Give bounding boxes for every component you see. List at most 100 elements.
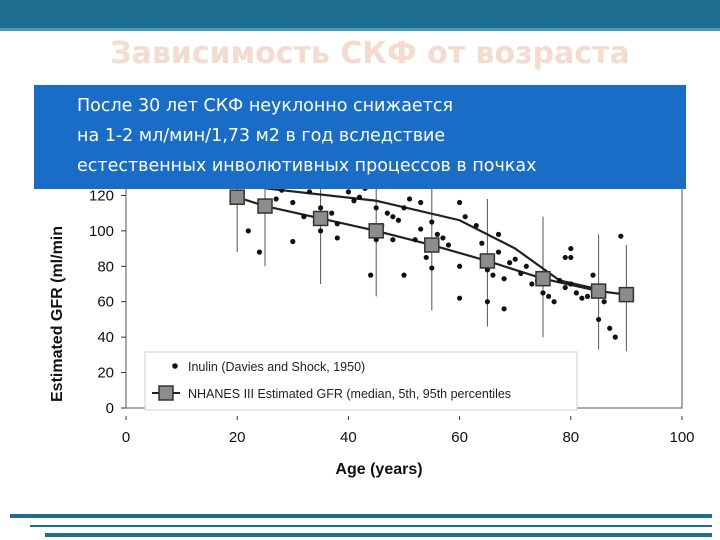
inulin-point [568, 254, 574, 261]
nhanes-median-marker [535, 270, 551, 287]
inulin-point [579, 295, 585, 301]
nhanes-median-marker [312, 210, 329, 227]
inulin-point [618, 233, 624, 239]
bottom-rule-2 [30, 525, 712, 527]
inulin-point [334, 221, 340, 227]
inulin-point [568, 245, 574, 252]
inulin-point [318, 228, 324, 234]
inulin-point [612, 334, 618, 340]
inulin-point [373, 205, 379, 211]
inulin-point [457, 263, 463, 269]
inulin-point [423, 254, 429, 261]
nhanes-median-marker [229, 189, 245, 205]
x-tick-label: 0 [122, 429, 130, 446]
inulin-point [568, 281, 574, 287]
inulin-point [601, 299, 607, 305]
inulin-point [351, 198, 357, 204]
y-tick-label: 100 [89, 223, 114, 240]
inulin-point [401, 205, 407, 211]
inulin-point [607, 325, 613, 331]
inulin-point [573, 290, 579, 296]
legend: Inulin (Davies and Shock, 1950) NHANES II… [144, 351, 578, 411]
inulin-point [445, 242, 452, 248]
inulin-point [596, 316, 602, 323]
inulin-point [495, 231, 502, 237]
inulin-point [306, 189, 313, 195]
inulin-point [457, 199, 463, 206]
inulin-point [518, 270, 524, 276]
legend-label-inulin: Inulin (Davies and Shock, 1950) [188, 360, 365, 374]
nhanes-median-marker [618, 286, 635, 303]
y-tick-label: 80 [97, 258, 114, 275]
axes: 0 20 40 60 80 100 120 0 20 40 60 80 100 Age (years) Es… [49, 187, 695, 478]
nhanes-markers [229, 189, 635, 303]
inulin-point [484, 299, 490, 305]
nhanes-median-marker [424, 237, 440, 253]
slide-title: Зависимость СКФ от возраста [110, 36, 630, 71]
bottom-rule-3 [45, 533, 712, 537]
x-tick-label: 40 [340, 429, 357, 446]
top-bar [0, 0, 720, 28]
x-tick-label: 20 [229, 429, 246, 446]
x-axis-label: Age (years) [335, 461, 422, 478]
inulin-point [329, 210, 335, 216]
inulin-point [523, 263, 529, 269]
inulin-point [334, 235, 340, 241]
inulin-point [290, 238, 296, 245]
inulin-point [345, 189, 351, 195]
nhanes-median-marker [368, 223, 384, 239]
inulin-point [390, 214, 396, 220]
inulin-point [512, 256, 518, 262]
inulin-point [429, 265, 435, 271]
note-line-2: на 1-2 мл/мин/1,73 м2 в год вследствие [77, 126, 446, 146]
inulin-point [545, 293, 552, 299]
y-tick-label: 60 [97, 294, 114, 311]
note-box: После 30 лет СКФ неуклонно снижается на … [34, 85, 686, 189]
inulin-point [406, 196, 413, 202]
inulin-point [434, 231, 440, 237]
legend-point-marker [172, 363, 178, 369]
inulin-point [562, 284, 568, 291]
inulin-point [395, 217, 402, 223]
inulin-point [584, 293, 591, 299]
inulin-point [501, 306, 507, 312]
nhanes-median-marker [590, 283, 607, 299]
bottom-rule-1 [10, 514, 712, 518]
inulin-point [412, 237, 418, 243]
y-tick-label: 120 [89, 187, 114, 204]
legend-square-marker [158, 385, 174, 401]
inulin-point [245, 228, 251, 234]
inulin-point [368, 272, 374, 278]
inulin-point [301, 214, 307, 220]
inulin-point [440, 235, 446, 241]
inulin-point [557, 277, 563, 284]
legend-label-nhanes: NHANES III Estimated GFR (median, 5th, 9… [188, 387, 511, 401]
inulin-point [390, 237, 396, 243]
inulin-point [401, 272, 407, 278]
nhanes-median-marker [257, 198, 273, 214]
note-line-1: После 30 лет СКФ неуклонно снижается [77, 96, 454, 116]
x-tick-label: 80 [562, 429, 579, 446]
inulin-point [418, 199, 424, 206]
inulin-point [418, 226, 424, 232]
inulin-point [501, 276, 507, 282]
inulin-point [384, 210, 390, 216]
inulin-point [318, 205, 324, 211]
inulin-point [356, 194, 363, 200]
inulin-point [273, 196, 279, 202]
inulin-point [562, 254, 568, 261]
top-bar-accent-line [0, 28, 720, 31]
inulin-point [457, 295, 463, 301]
inulin-point [529, 281, 535, 287]
note-line-3: естественных инволютивных процессов в по… [77, 156, 537, 176]
inulin-point [290, 199, 296, 206]
inulin-point [256, 249, 263, 255]
y-tick-label: 40 [97, 329, 114, 346]
x-tick-label: 60 [451, 429, 468, 446]
nhanes-median-marker [479, 253, 496, 269]
inulin-point [462, 214, 468, 220]
inulin-point [540, 290, 546, 296]
inulin-point [507, 260, 513, 266]
y-tick-label: 0 [106, 400, 114, 417]
